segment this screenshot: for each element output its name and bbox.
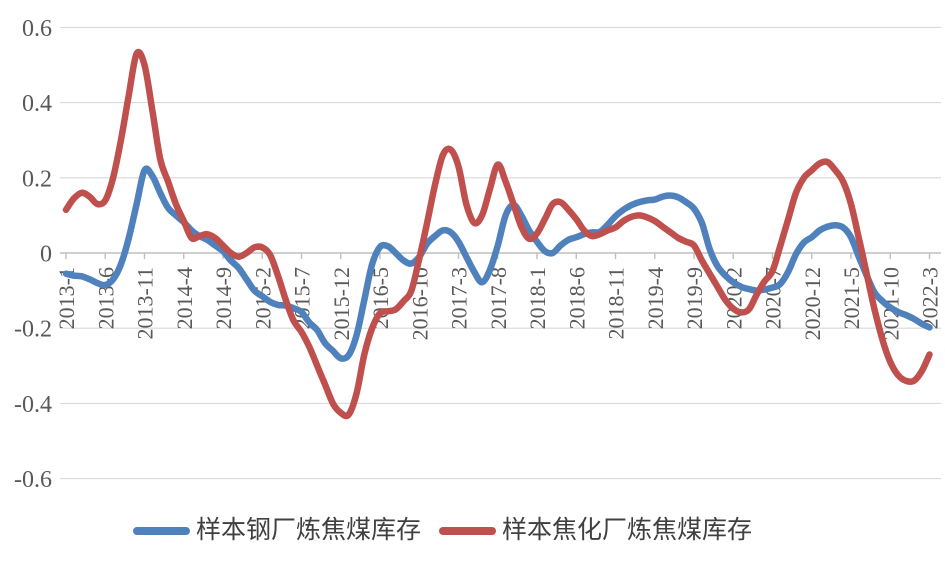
svg-text:2018-11: 2018-11 [604,267,629,340]
y-axis-labels: 0.6 0.4 0.2 0 -0.2 -0.4 -0.6 [14,16,52,493]
series-line-steel-mill [62,165,933,362]
svg-text:2017-3: 2017-3 [447,267,472,329]
legend-swatch-blue-line [133,526,190,535]
svg-text:2019-9: 2019-9 [682,267,707,329]
svg-text:2018-6: 2018-6 [564,267,589,329]
svg-text:2021-5: 2021-5 [839,267,864,329]
svg-text:2014-9: 2014-9 [211,267,236,329]
gridlines [60,26,941,480]
svg-text:0.4: 0.4 [22,91,52,117]
svg-text:2013-11: 2013-11 [133,267,158,340]
svg-text:0.2: 0.2 [22,166,52,192]
svg-text:2016-10: 2016-10 [407,267,432,340]
x-axis-labels: 2013-1 2013-6 2013-11 2014-4 2014-9 2015-2 201… [54,267,943,340]
legend-swatch-red-line [439,526,497,535]
legend-item-coking-plant: 样本焦化厂炼焦煤库存 [439,518,752,543]
svg-text:2022-3: 2022-3 [918,267,943,329]
legend-item-steel-mill: 样本钢厂炼焦煤库存 [133,518,421,543]
svg-text:-0.4: -0.4 [14,392,52,418]
svg-text:2018-1: 2018-1 [525,267,550,329]
svg-text:-0.6: -0.6 [14,467,52,493]
svg-text:0: 0 [40,242,52,268]
svg-text:2019-4: 2019-4 [643,267,668,329]
series-line-coking-plant [62,48,933,420]
svg-text:2014-4: 2014-4 [172,267,197,329]
svg-text:-0.2: -0.2 [14,317,52,343]
svg-text:2020-12: 2020-12 [800,267,825,340]
legend-label-coking-plant: 样本焦化厂炼焦煤库存 [502,517,753,544]
legend-label-steel-mill: 样本钢厂炼焦煤库存 [196,517,422,544]
svg-text:2015-12: 2015-12 [329,267,354,340]
legend: 样本钢厂炼焦煤库存 样本焦化厂炼焦煤库存 [133,518,752,543]
svg-text:0.6: 0.6 [22,16,52,42]
